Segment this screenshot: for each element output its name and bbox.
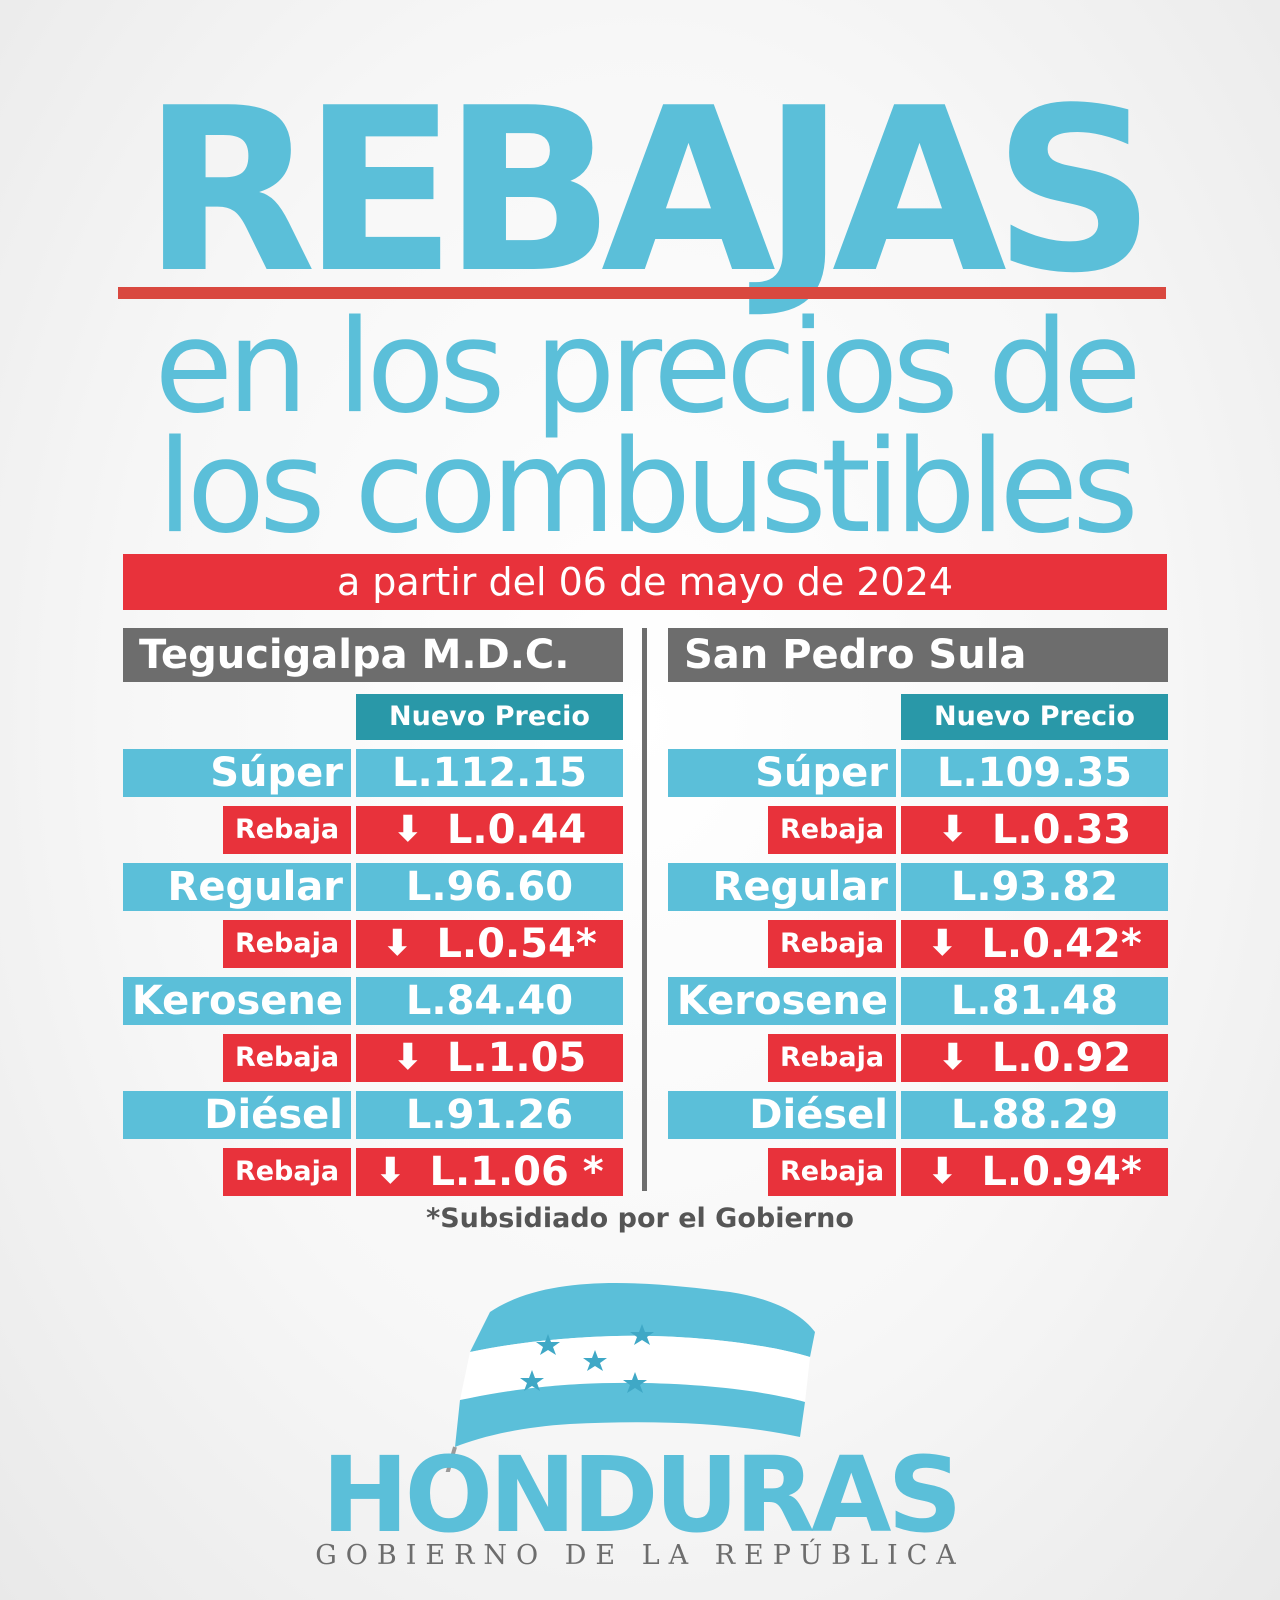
fuel-price: L.93.82 — [901, 863, 1168, 911]
fuel-label: Kerosene — [123, 977, 351, 1025]
down-arrow-icon: ⬇ — [937, 809, 968, 850]
rebaja-amount: L.1.06 * — [429, 1149, 604, 1195]
rebaja-label: Rebaja — [768, 1148, 896, 1196]
fuel-price: L.81.48 — [901, 977, 1168, 1025]
rebaja-amount: L.0.54* — [436, 921, 597, 967]
city-panel-tegucigalpa: Tegucigalpa M.D.C. Nuevo Precio Súper L.… — [123, 628, 623, 1196]
down-arrow-icon: ⬇ — [927, 1151, 958, 1192]
city-header: San Pedro Sula — [668, 628, 1168, 682]
down-arrow-icon: ⬇ — [375, 1151, 406, 1192]
fuel-label: Regular — [123, 863, 351, 911]
new-price-header: Nuevo Precio — [356, 694, 623, 740]
rebaja-row-diesel: Rebaja ⬇ L.0.94* — [668, 1148, 1168, 1196]
rebaja-row-kerosene: Rebaja ⬇ L.1.05 — [123, 1034, 623, 1082]
new-price-header: Nuevo Precio — [901, 694, 1168, 740]
effective-date-banner: a partir del 06 de mayo de 2024 — [123, 554, 1167, 610]
fuel-label: Súper — [668, 749, 896, 797]
rebaja-label: Rebaja — [768, 1034, 896, 1082]
fuel-price: L.91.26 — [356, 1091, 623, 1139]
rebaja-row-regular: Rebaja ⬇ L.0.54* — [123, 920, 623, 968]
title-underline — [118, 287, 1166, 299]
city-header: Tegucigalpa M.D.C. — [123, 628, 623, 682]
rebaja-label: Rebaja — [223, 1034, 351, 1082]
fuel-label: Diésel — [123, 1091, 351, 1139]
price-row-super: Súper L.109.35 — [668, 749, 1168, 797]
down-arrow-icon: ⬇ — [382, 923, 413, 964]
down-arrow-icon: ⬇ — [927, 923, 958, 964]
honduras-flag-icon — [445, 1283, 815, 1472]
rebaja-amount: L.0.42* — [981, 921, 1142, 967]
column-divider — [642, 628, 647, 1191]
subtitle-line-1: en los precios de — [154, 293, 1141, 442]
price-row-diesel: Diésel L.88.29 — [668, 1091, 1168, 1139]
rebaja-label: Rebaja — [768, 920, 896, 968]
rebaja-label: Rebaja — [223, 1148, 351, 1196]
subsidy-footnote: *Subsidiado por el Gobierno — [426, 1203, 854, 1234]
fuel-label: Diésel — [668, 1091, 896, 1139]
rebaja-row-kerosene: Rebaja ⬇ L.0.92 — [668, 1034, 1168, 1082]
price-row-diesel: Diésel L.91.26 — [123, 1091, 623, 1139]
rebaja-row-super: Rebaja ⬇ L.0.33 — [668, 806, 1168, 854]
price-row-regular: Regular L.96.60 — [123, 863, 623, 911]
rebaja-label: Rebaja — [223, 920, 351, 968]
subtitle-line-2: los combustibles — [157, 413, 1139, 562]
rebaja-row-diesel: Rebaja ⬇ L.1.06 * — [123, 1148, 623, 1196]
price-row-kerosene: Kerosene L.81.48 — [668, 977, 1168, 1025]
fuel-price: L.109.35 — [901, 749, 1168, 797]
fuel-label: Súper — [123, 749, 351, 797]
fuel-price: L.84.40 — [356, 977, 623, 1025]
rebaja-amount: L.0.33 — [991, 807, 1132, 853]
government-subtitle: GOBIERNO DE LA REPÚBLICA — [315, 1540, 965, 1571]
down-arrow-icon: ⬇ — [392, 1037, 423, 1078]
city-panel-san-pedro-sula: San Pedro Sula Nuevo Precio Súper L.109.… — [668, 628, 1168, 1196]
rebaja-amount: L.1.05 — [446, 1035, 587, 1081]
price-row-super: Súper L.112.15 — [123, 749, 623, 797]
fuel-price: L.88.29 — [901, 1091, 1168, 1139]
down-arrow-icon: ⬇ — [392, 809, 423, 850]
fuel-price: L.112.15 — [356, 749, 623, 797]
main-title: REBAJAS — [142, 60, 1155, 323]
rebaja-amount: L.0.94* — [981, 1149, 1142, 1195]
fuel-price: L.96.60 — [356, 863, 623, 911]
price-row-kerosene: Kerosene L.84.40 — [123, 977, 623, 1025]
rebaja-amount: L.0.44 — [446, 807, 587, 853]
rebaja-row-regular: Rebaja ⬇ L.0.42* — [668, 920, 1168, 968]
rebaja-label: Rebaja — [223, 806, 351, 854]
rebaja-amount: L.0.92 — [991, 1035, 1132, 1081]
fuel-label: Regular — [668, 863, 896, 911]
rebaja-row-super: Rebaja ⬇ L.0.44 — [123, 806, 623, 854]
rebaja-label: Rebaja — [768, 806, 896, 854]
honduras-logo-text: HONDURAS — [321, 1434, 963, 1556]
fuel-label: Kerosene — [668, 977, 896, 1025]
down-arrow-icon: ⬇ — [937, 1037, 968, 1078]
price-row-regular: Regular L.93.82 — [668, 863, 1168, 911]
